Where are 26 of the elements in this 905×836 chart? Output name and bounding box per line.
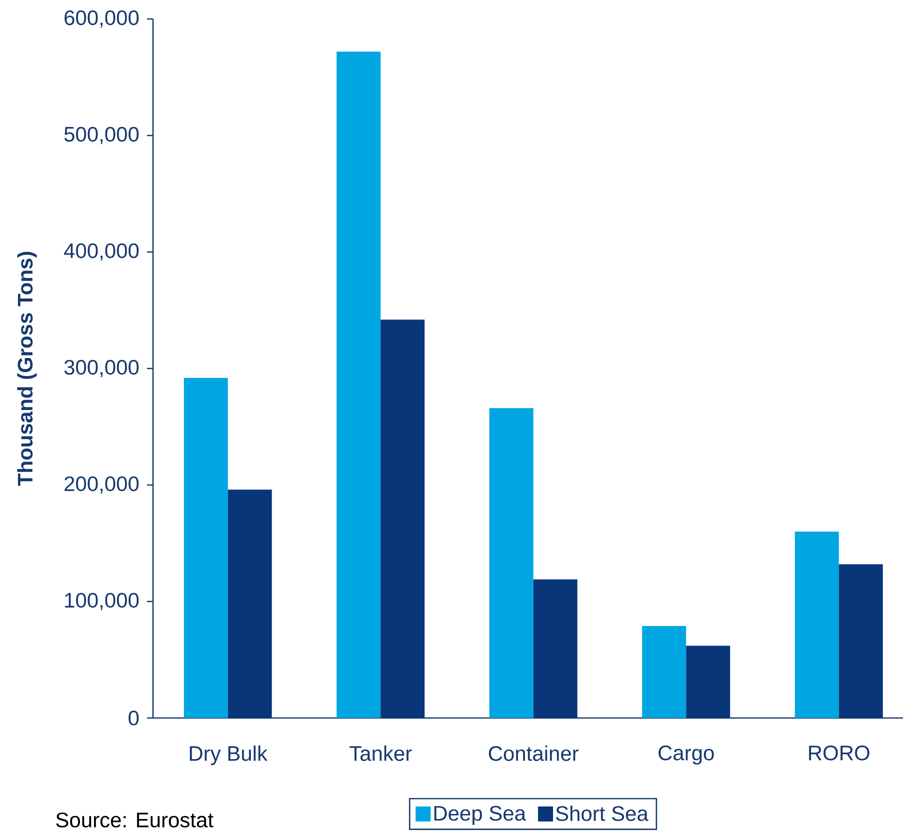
bar: [228, 490, 272, 718]
y-tick-label: 200,000: [64, 476, 139, 494]
bar: [642, 626, 686, 718]
bar: [533, 579, 578, 718]
legend-label: Short Sea: [556, 806, 648, 822]
y-axis-title: Thousand (Gross Tons): [17, 252, 37, 486]
x-tick-label: Container: [488, 746, 579, 761]
legend-label: Deep Sea: [434, 806, 526, 825]
y-tick-label: 300,000: [64, 360, 139, 378]
bar: [794, 532, 839, 718]
x-tick-label: Cargo: [658, 746, 714, 765]
y-tick-label: 500,000: [64, 126, 139, 144]
x-tick-label: Tanker: [350, 746, 412, 761]
y-tick-label: 100,000: [65, 592, 139, 610]
bar: [686, 646, 730, 718]
bar: [184, 378, 228, 718]
x-tick-label: Dry Bulk: [190, 746, 268, 766]
source-note: Source: Eurostat: [56, 812, 214, 828]
y-tick-label: 0: [128, 710, 139, 726]
bar: [489, 408, 534, 718]
bar: [838, 564, 883, 718]
y-tick-label: 600,000: [64, 10, 139, 28]
y-tick-label: 400,000: [64, 243, 139, 261]
x-tick-label: RORO: [809, 746, 870, 760]
bar: [336, 52, 381, 718]
bar: [380, 320, 425, 718]
